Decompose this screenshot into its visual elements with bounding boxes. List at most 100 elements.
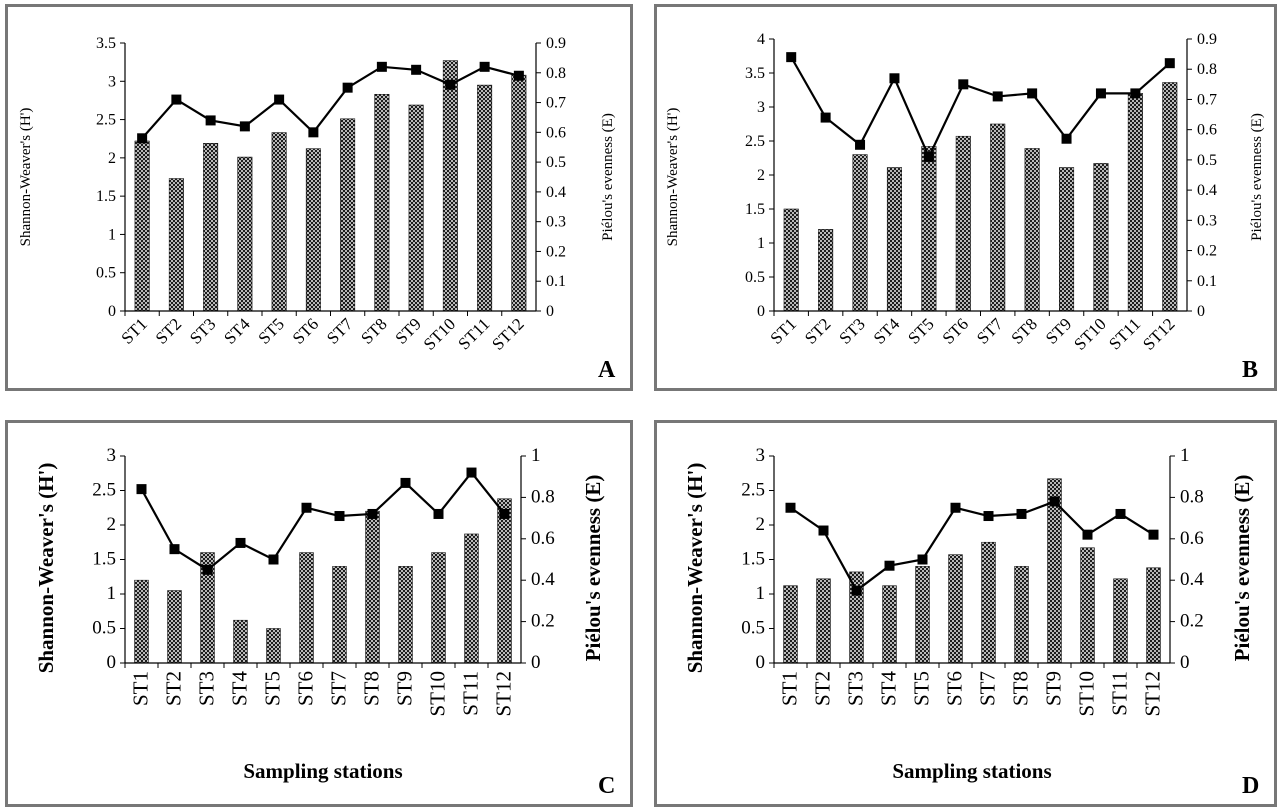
evenness-marker: [301, 502, 312, 513]
x-tick-label: ST9: [393, 671, 417, 706]
y2-tick-label: 0.8: [1180, 486, 1204, 507]
x-tick-label: ST3: [844, 671, 868, 706]
y-tick-label: 1: [756, 583, 766, 604]
y2-tick-label: 0.3: [546, 214, 566, 231]
y2-tick-label: 0: [1180, 652, 1190, 673]
evenness-marker: [445, 79, 456, 90]
x-tick-label: ST1: [778, 671, 802, 706]
bar-st6: [305, 148, 321, 312]
x-tick-label: ST1: [117, 314, 150, 347]
y2-tick-label: 0.4: [546, 184, 566, 201]
x-tick-label: ST8: [1007, 314, 1040, 347]
y2-tick-label: 0: [531, 652, 541, 673]
evenness-marker: [136, 484, 147, 495]
evenness-marker: [202, 564, 213, 575]
x-tick-label: ST2: [152, 314, 185, 347]
bar-st3: [203, 143, 219, 312]
evenness-marker: [1130, 88, 1141, 99]
y-tick-label: 2: [756, 514, 766, 535]
bar-st4: [237, 156, 253, 312]
bar-st2: [167, 590, 182, 664]
evenness-marker: [1095, 88, 1106, 99]
y2-tick-label: 0.1: [546, 273, 566, 290]
x-tick-label: ST3: [186, 314, 219, 347]
bar-st11: [1127, 93, 1143, 312]
y2-tick-label: 0.4: [1180, 569, 1204, 590]
evenness-marker: [785, 502, 796, 513]
x-tick-label: ST6: [943, 671, 967, 706]
evenness-marker: [884, 560, 895, 571]
evenness-marker: [1164, 58, 1175, 69]
y2-tick-label: 0.8: [1197, 61, 1217, 78]
evenness-marker: [992, 91, 1003, 102]
bar-st10: [1093, 163, 1109, 312]
y-tick-label: 2.5: [96, 112, 116, 129]
y2-tick-label: 0.7: [546, 95, 566, 112]
evenness-marker: [499, 508, 510, 519]
evenness-marker: [851, 585, 862, 596]
bar-st9: [408, 104, 424, 312]
bar-st9: [398, 566, 413, 664]
x-tick-label: ST1: [129, 671, 153, 706]
bar-st5: [271, 132, 287, 312]
y2-axis-title: Piélou's evenness (E): [1230, 475, 1254, 662]
bar-st1: [134, 579, 149, 664]
y-tick-label: 0: [756, 652, 766, 673]
evenness-marker: [1148, 529, 1159, 540]
evenness-marker: [950, 502, 961, 513]
bar-st5: [266, 628, 281, 664]
y2-tick-label: 0.8: [546, 65, 566, 82]
y2-tick-label: 0.4: [531, 569, 555, 590]
evenness-marker: [889, 73, 900, 84]
bar-st3: [852, 154, 868, 312]
x-tick-label: ST5: [910, 671, 934, 706]
x-tick-label: ST12: [492, 671, 516, 717]
y-tick-label: 3.5: [96, 35, 116, 52]
x-tick-label: ST12: [1139, 314, 1178, 353]
evenness-marker: [466, 467, 477, 478]
bar-st1: [783, 208, 799, 312]
bar-st12: [511, 74, 527, 312]
y2-tick-label: 0.8: [531, 486, 555, 507]
bar-st2: [816, 578, 831, 664]
evenness-marker: [400, 477, 411, 488]
y2-tick-label: 0.9: [546, 35, 566, 52]
evenness-marker: [367, 508, 378, 519]
bar-st9: [1059, 167, 1075, 312]
x-tick-label: ST6: [294, 671, 318, 706]
x-tick-label: ST4: [220, 314, 254, 348]
y-tick-label: 4: [757, 31, 765, 48]
x-tick-label: ST10: [1070, 314, 1109, 353]
y-tick-label: 3: [756, 445, 766, 466]
x-tick-label: ST12: [1141, 671, 1165, 717]
evenness-marker: [171, 94, 182, 105]
y-tick-label: 2.5: [92, 480, 116, 501]
evenness-marker: [1115, 508, 1126, 519]
y-tick-label: 2: [757, 167, 765, 184]
x-tick-label: ST11: [1105, 314, 1144, 353]
panel-a: 0 0.5 1 1.5 2 2.5 3 3.5 0 0.1 0.2 0.3 0.4 0.5 0.6 0.7 0.…: [5, 4, 633, 391]
y-tick-label: 1.5: [745, 201, 765, 218]
x-tick-label: ST7: [327, 671, 351, 706]
panel-c: 0 0.5 1 1.5 2 2.5 3 0 0.2 0.4 0.6 0.8 1 ST1 ST2 ST3 ST4 S…: [5, 420, 633, 807]
y-tick-label: 2: [107, 514, 117, 535]
bar-st12: [1162, 82, 1178, 312]
x-tick-label: ST9: [391, 314, 424, 347]
x-tick-label: ST4: [870, 314, 904, 348]
x-tick-label: ST11: [459, 671, 483, 716]
y-tick-label: 0.5: [741, 618, 765, 639]
x-tick-label: ST10: [420, 314, 459, 353]
y-tick-label: 3: [107, 445, 117, 466]
y2-tick-label: 0.3: [1197, 212, 1217, 229]
x-tick-label: ST5: [261, 671, 285, 706]
bar-st4: [886, 167, 902, 312]
bar-st6: [948, 554, 963, 664]
y2-tick-label: 0: [1197, 303, 1205, 320]
panel-letter-c: C: [598, 773, 616, 799]
evenness-marker: [917, 554, 928, 565]
x-tick-label: ST8: [357, 314, 390, 347]
y2-tick-label: 0.6: [1197, 122, 1217, 139]
x-tick-label: ST7: [323, 314, 357, 348]
evenness-marker: [1061, 133, 1072, 144]
bar-st8: [374, 94, 390, 312]
